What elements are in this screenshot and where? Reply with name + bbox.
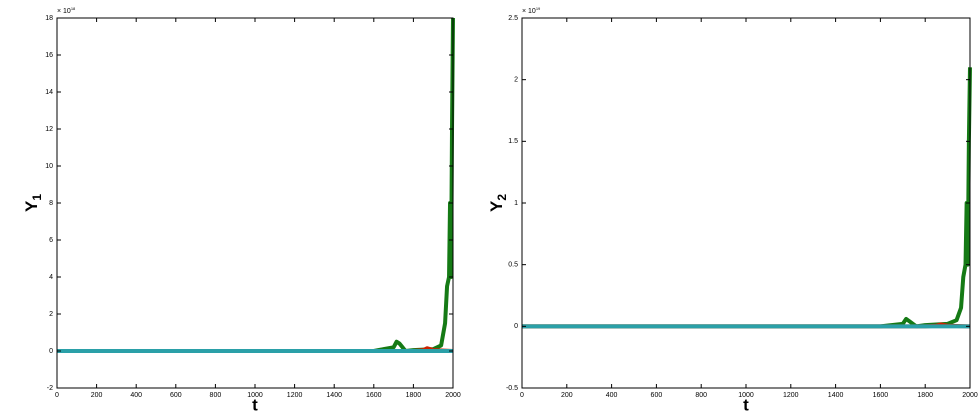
x-axis-label: t [743, 395, 749, 412]
y-axis-label-sub: 1 [30, 194, 44, 201]
y-axis-label-main: Y [22, 200, 41, 212]
y-axis-label: Y1 [22, 194, 44, 212]
y-multiplier: × 1018 [57, 6, 76, 15]
y-tick-label: 14 [45, 89, 53, 96]
x-tick-label: 0 [520, 392, 524, 399]
x-tick-label: 1000 [738, 392, 754, 399]
x-tick-label: 400 [606, 392, 618, 399]
y-tick-label: -2 [47, 385, 53, 392]
x-axis-label: t [252, 395, 258, 412]
y-multiplier-exp: 18 [71, 6, 76, 11]
y-axis-label: Y2 [487, 194, 509, 212]
x-tick-label: 200 [91, 392, 103, 399]
x-tick-label: 800 [210, 392, 222, 399]
x-tick-label: 1200 [287, 392, 303, 399]
axes-box [56, 17, 454, 389]
x-tick-label: 1600 [873, 392, 889, 399]
x-tick-label: 1800 [406, 392, 422, 399]
x-tick-label: 1800 [917, 392, 933, 399]
y-tick-label: 1 [514, 200, 518, 207]
y-multiplier-base: × 10 [522, 8, 536, 15]
axes-box [521, 17, 971, 389]
y-tick-label: 8 [49, 200, 53, 207]
y-tick-label: 1.5 [508, 138, 518, 145]
x-tick-label: 2000 [445, 392, 461, 399]
x-tick-label: 2000 [962, 392, 978, 399]
x-tick-label: 800 [695, 392, 707, 399]
y-tick-label: 10 [45, 163, 53, 170]
data-line [522, 67, 972, 329]
y-tick-label: 0.5 [508, 262, 518, 269]
y-tick-label: 2.5 [508, 15, 518, 22]
y-axis-label-main: Y [487, 200, 506, 212]
x-tick-label: 600 [651, 392, 663, 399]
y-multiplier: × 1019 [522, 6, 541, 15]
y-tick-label: 0 [49, 348, 53, 355]
x-tick-label: 1400 [326, 392, 342, 399]
y-multiplier-base: × 10 [57, 8, 71, 15]
x-tick-label: 1000 [247, 392, 263, 399]
x-tick-label: 0 [55, 392, 59, 399]
x-tick-label: 1200 [783, 392, 799, 399]
y-tick-label: -0.5 [506, 385, 518, 392]
x-tick-label: 400 [130, 392, 142, 399]
y-axis-label-sub: 2 [495, 194, 509, 201]
x-tick-label: 600 [170, 392, 182, 399]
y-tick-label: 0 [514, 323, 518, 330]
y-tick-label: 18 [45, 15, 53, 22]
y-tick-label: 16 [45, 52, 53, 59]
y-tick-label: 6 [49, 237, 53, 244]
y-multiplier-exp: 19 [536, 6, 541, 11]
x-tick-label: 200 [561, 392, 573, 399]
y-tick-label: 2 [49, 311, 53, 318]
y-tick-label: 4 [49, 274, 53, 281]
y-tick-label: 12 [45, 126, 53, 133]
data-line [57, 17, 455, 353]
x-tick-label: 1400 [828, 392, 844, 399]
y-tick-label: 2 [514, 77, 518, 84]
x-tick-label: 1600 [366, 392, 382, 399]
